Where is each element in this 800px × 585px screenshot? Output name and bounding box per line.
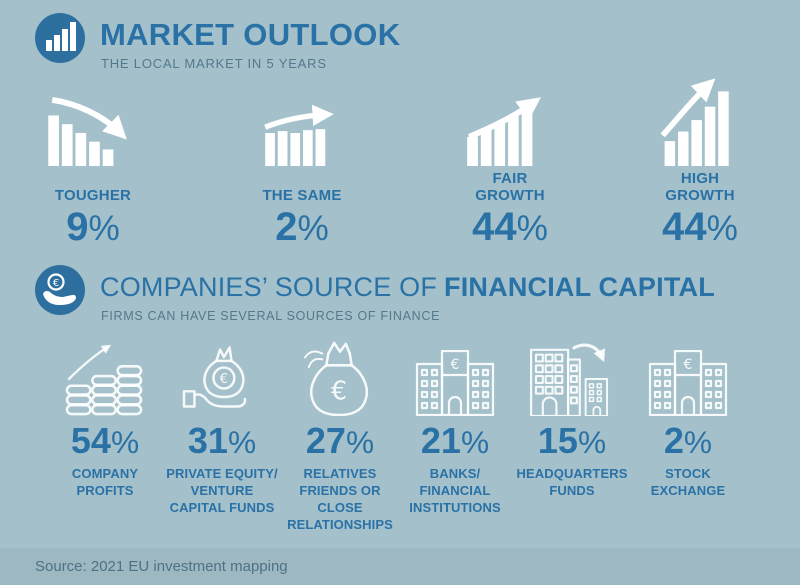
- capital-item-company-profits: 54% COMPANY PROFITS: [42, 338, 168, 500]
- outlook-item-fair-growth: FAIR GROWTH 44%: [420, 88, 600, 247]
- outlook-item-the-same: THE SAME 2%: [212, 88, 392, 247]
- outlook-label: THE SAME: [262, 186, 342, 204]
- capital-label: STOCK EXCHANGE: [650, 466, 726, 498]
- outlook-value: 44%: [472, 205, 548, 249]
- title-bold: FINANCIAL CAPITAL: [444, 272, 715, 302]
- outlook-value: 44%: [662, 205, 738, 249]
- outlook-value: 9%: [66, 205, 120, 249]
- capital-item-relatives-friends: € 27% RELATIVES FRIENDS OR CLOSE RELATIO…: [277, 338, 403, 534]
- svg-text:€: €: [220, 372, 228, 387]
- capital-value: 54%: [70, 420, 140, 461]
- capital-label: COMPANY PROFITS: [71, 466, 139, 498]
- outlook-label: TOUGHER: [54, 186, 132, 204]
- steep-rising-bars-icon: [660, 78, 729, 166]
- financial-capital-subtitle: FIRMS CAN HAVE SEVERAL SOURCES OF FINANC…: [101, 309, 441, 323]
- svg-text:€: €: [451, 357, 460, 373]
- rising-bars-icon: [467, 97, 541, 166]
- capital-item-private-equity: € 31% PRIVATE EQUITY/ VENTURE CAPITAL FU…: [159, 338, 285, 517]
- svg-text:€: €: [53, 278, 59, 289]
- declining-bars-icon: [48, 97, 127, 166]
- capital-label: PRIVATE EQUITY/ VENTURE CAPITAL FUNDS: [166, 466, 278, 515]
- bank-building-icon: €: [415, 350, 495, 416]
- outlook-label: FAIR GROWTH: [475, 169, 545, 204]
- capital-value: 31%: [187, 420, 257, 461]
- money-bag-icon: €: [303, 341, 369, 416]
- capital-item-headquarters: 15% HEADQUARTERS FUNDS: [509, 338, 635, 500]
- hand-euro-icon: €: [35, 265, 85, 315]
- svg-text:€: €: [684, 357, 693, 373]
- outlook-item-high-growth: HIGH GROWTH 44%: [610, 78, 790, 249]
- source-text: Source: 2021 EU investment mapping: [35, 558, 288, 575]
- money-bag-hand-icon: €: [182, 346, 247, 408]
- capital-value: 2%: [663, 420, 713, 461]
- market-outlook-title: MARKET OUTLOOK: [100, 17, 401, 52]
- bar-chart-icon: [35, 13, 85, 63]
- outlook-item-tougher: TOUGHER 9%: [3, 88, 183, 247]
- title-regular: COMPANIES’ SOURCE OF: [100, 272, 438, 302]
- capital-label: RELATIVES FRIENDS OR CLOSE RELATIONSHIPS: [287, 466, 393, 532]
- svg-text:€: €: [331, 375, 347, 405]
- financial-capital-title: COMPANIES’ SOURCE OF FINANCIAL CAPITAL: [100, 272, 715, 303]
- market-outlook-subtitle: THE LOCAL MARKET IN 5 YEARS: [101, 56, 327, 71]
- outlook-value: 2%: [275, 205, 329, 249]
- stock-exchange-building-icon: €: [648, 350, 728, 416]
- capital-value: 15%: [537, 420, 607, 461]
- headquarters-buildings-icon: [530, 343, 609, 416]
- outlook-label: HIGH GROWTH: [665, 169, 735, 204]
- footer-strip: Source: 2021 EU investment mapping: [0, 548, 800, 585]
- capital-label: BANKS/ FINANCIAL INSTITUTIONS: [409, 466, 501, 515]
- flat-bars-icon: [264, 104, 334, 166]
- capital-label: HEADQUARTERS FUNDS: [516, 466, 628, 498]
- capital-item-stock-exchange: € 2% STOCK EXCHANGE: [625, 338, 751, 500]
- capital-item-banks: € 21% BANKS/ FINANCIAL INSTITUTIONS: [392, 338, 518, 517]
- capital-value: 21%: [420, 420, 490, 461]
- coin-stacks-growth-icon: [65, 344, 143, 416]
- capital-value: 27%: [305, 420, 375, 461]
